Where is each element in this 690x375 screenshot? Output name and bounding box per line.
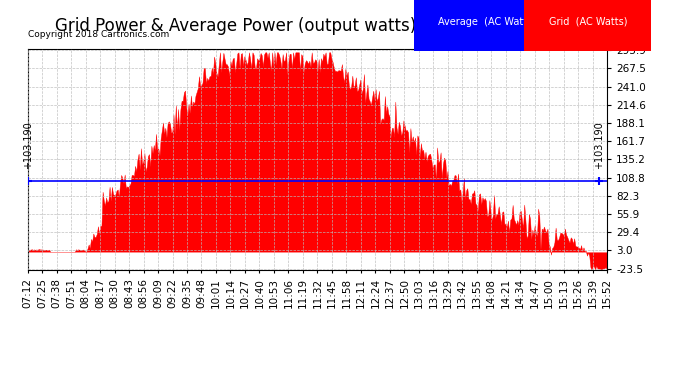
Text: Grid Power & Average Power (output watts)  Thu Nov 22  16:04: Grid Power & Average Power (output watts… bbox=[55, 17, 580, 35]
Text: +103.190: +103.190 bbox=[23, 121, 33, 169]
Text: Grid  (AC Watts): Grid (AC Watts) bbox=[549, 17, 627, 27]
Text: +103.190: +103.190 bbox=[594, 121, 604, 169]
Text: Average  (AC Watts): Average (AC Watts) bbox=[438, 17, 536, 27]
Text: Copyright 2018 Cartronics.com: Copyright 2018 Cartronics.com bbox=[28, 30, 169, 39]
